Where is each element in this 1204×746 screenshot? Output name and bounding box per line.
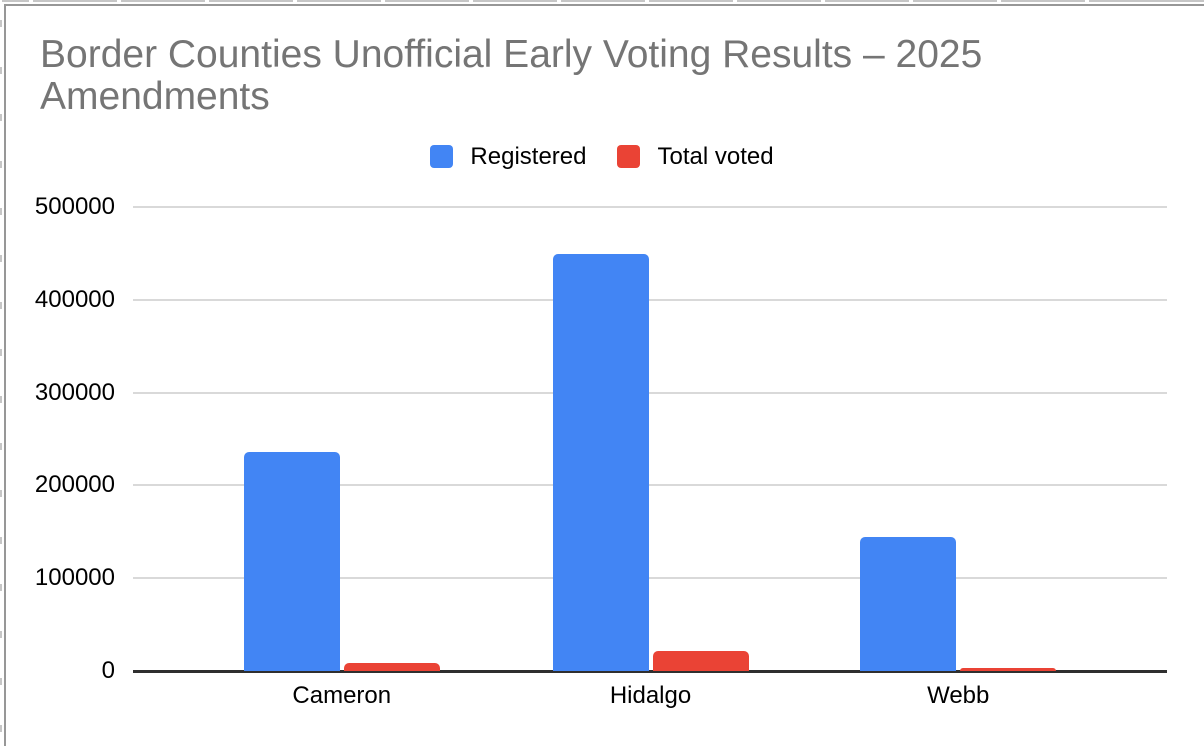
chart-title-line2: Amendments [40,75,270,118]
x-axis-labels: Cameron Hidalgo Webb [133,683,1167,713]
legend-item-total-voted[interactable]: Total voted [617,143,774,170]
y-axis-tick-label: 200000 [34,471,115,499]
chart-border-top [4,4,1204,6]
legend-label: Registered [470,143,587,170]
bar-registered-cameron[interactable] [243,452,340,671]
gridline [133,391,1167,394]
y-axis-tick-label: 300000 [34,378,115,406]
bar-total-voted-hidalgo[interactable] [652,651,749,671]
gridline [133,206,1167,208]
spreadsheet-column-gridline [0,0,1204,2]
bar-total-voted-cameron[interactable] [343,662,440,671]
spreadsheet-row-gridline [0,0,2,746]
y-axis-tick-label: 400000 [34,285,115,313]
chart-title: Border Counties Unofficial Early Voting … [40,34,1120,118]
y-axis-labels: 0 100000 200000 300000 400000 500000 [0,193,115,684]
x-axis-tick-label-cameron: Cameron [292,682,392,709]
gridline [133,298,1167,301]
gridline [133,577,1167,580]
gridline [133,484,1167,487]
y-axis-tick-label: 100000 [34,564,115,592]
bar-registered-hidalgo[interactable] [552,254,649,671]
chart-border-left [4,4,6,746]
chart-title-line1: Border Counties Unofficial Early Voting … [40,33,983,76]
legend-item-registered[interactable]: Registered [430,144,586,169]
x-axis-tick-label-hidalgo: Hidalgo [609,682,692,709]
bar-registered-webb[interactable] [860,537,957,671]
y-axis-tick-label: 500000 [34,193,115,220]
y-axis-tick-label: 0 [101,657,115,684]
legend-swatch-total-voted [617,145,641,168]
plot-area [133,206,1167,673]
legend-swatch-registered [430,145,454,168]
legend-label: Total voted [657,143,774,170]
bar-total-voted-webb[interactable] [960,668,1057,671]
x-axis-tick-label-webb: Webb [927,682,990,709]
x-axis-line [133,670,1167,673]
chart-legend: Registered Total voted [0,144,1204,169]
